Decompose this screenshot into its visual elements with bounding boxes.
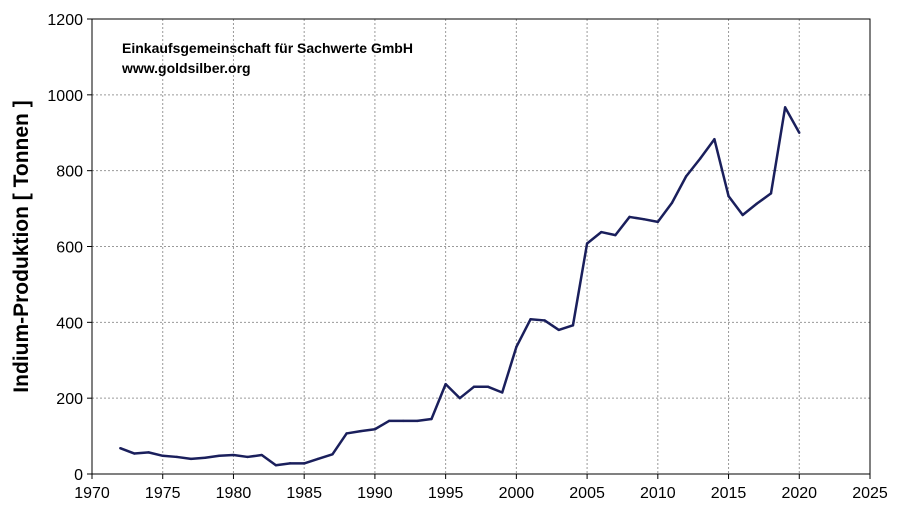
data-point [218, 454, 221, 457]
data-point [302, 462, 306, 465]
data-point [543, 319, 546, 322]
data-point [260, 453, 263, 457]
y-tick-label: 1000 [47, 88, 83, 105]
y-tick-label: 1200 [47, 12, 83, 29]
data-point [444, 382, 447, 386]
y-tick-label: 400 [56, 315, 83, 332]
data-point [600, 230, 603, 234]
y-tick-label: 800 [56, 164, 83, 181]
x-tick-label: 2000 [499, 485, 535, 502]
y-axis-label: Indium-Produktion [ Tonnen ] [10, 100, 33, 392]
data-point [331, 453, 334, 456]
data-point [571, 324, 575, 327]
data-point [147, 451, 150, 454]
x-tick-label: 2005 [569, 485, 605, 502]
data-point [203, 456, 207, 459]
data-point [486, 385, 490, 388]
data-point [430, 417, 433, 421]
data-point [373, 428, 377, 431]
data-point [699, 157, 702, 160]
y-tick-label: 600 [56, 240, 83, 257]
data-point [755, 202, 759, 205]
data-point [783, 106, 787, 109]
data-point [670, 201, 674, 205]
data-point [529, 318, 532, 321]
data-point [727, 194, 730, 198]
data-point [232, 453, 235, 457]
data-point [501, 391, 504, 394]
data-point [798, 131, 801, 134]
grid [92, 19, 870, 474]
data-point [769, 192, 773, 195]
axes: 1970 1975 1980 1985 1990 1995 2000 2005 2010 2015… [47, 12, 887, 502]
data-point [472, 385, 476, 388]
data-point [642, 218, 645, 221]
x-tick-label: 1995 [428, 485, 464, 502]
x-tick-label: 1970 [74, 485, 110, 502]
data-point [416, 419, 419, 423]
x-tick-label: 1985 [286, 485, 322, 502]
annotation-company: Einkaufsgemeinschaft für Sachwerte GmbH [122, 40, 413, 56]
data-point [189, 457, 193, 461]
data-point [585, 242, 589, 245]
data-point [133, 452, 136, 455]
data-point [288, 462, 292, 465]
data-point [557, 328, 560, 332]
data-point [713, 137, 716, 141]
data-point [656, 220, 660, 224]
x-tick-label: 1990 [357, 485, 393, 502]
x-tick-label: 2010 [640, 485, 676, 502]
data-point [614, 233, 617, 237]
data-point [345, 432, 348, 435]
data-point [458, 396, 461, 400]
data-point [741, 213, 744, 217]
data-point [387, 419, 391, 423]
data-point [515, 345, 518, 349]
x-tick-label: 2015 [711, 485, 747, 502]
series-layer [119, 106, 801, 467]
x-tick-label: 1980 [216, 485, 252, 502]
annotation-website: www.goldsilber.org [121, 60, 251, 76]
y-tick-label: 0 [74, 467, 83, 484]
data-point [246, 455, 249, 459]
data-point [359, 429, 362, 433]
data-point [317, 457, 320, 461]
data-point [402, 419, 405, 423]
data-point [119, 447, 122, 450]
x-tick-label: 2020 [781, 485, 817, 502]
data-point [684, 175, 688, 178]
x-tick-label: 1975 [145, 485, 181, 502]
data-point [175, 455, 179, 459]
data-point [161, 454, 164, 457]
y-tick-label: 200 [56, 391, 83, 408]
x-tick-label: 2025 [852, 485, 888, 502]
data-point [628, 215, 631, 219]
data-point [274, 464, 278, 467]
